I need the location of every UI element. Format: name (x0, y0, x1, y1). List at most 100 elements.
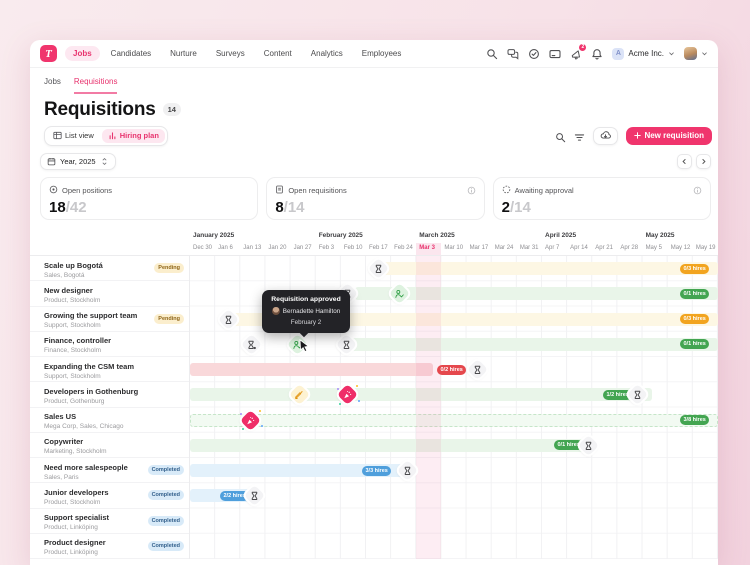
period-row: Year, 2025 (30, 145, 718, 170)
requisition-row[interactable]: Growing the support team Support, Stockho… (30, 307, 189, 332)
timeline-band[interactable] (370, 262, 718, 275)
milestone-hourglass-marker[interactable] (217, 308, 239, 330)
requisition-row[interactable]: Copywriter Marketing, Stockholm (30, 433, 189, 458)
nav-item-jobs[interactable]: Jobs (65, 46, 100, 61)
requisition-row[interactable]: Support specialist Product, Linköping Comp… (30, 509, 189, 534)
requisition-row[interactable]: Sales US Mega Corp, Sales, Chicago (30, 408, 189, 433)
week-label: Mar 10 (444, 245, 464, 251)
requisition-row[interactable]: Finance, controller Finance, Stockholm (30, 332, 189, 357)
requisition-row[interactable]: Scale up Bogotá Sales, Bogotá Pending (30, 256, 189, 282)
tab-requisitions[interactable]: Requisitions (73, 77, 118, 94)
requisition-row[interactable]: Product designer Product, Linköping Comple… (30, 534, 189, 559)
nav-item-employees[interactable]: Employees (361, 49, 402, 58)
chevron-right-icon (702, 158, 706, 165)
week-label: Mar 3 (419, 245, 435, 251)
timeline-band[interactable] (355, 287, 718, 301)
filter-icon[interactable] (574, 130, 585, 141)
stat-current: 18 (49, 199, 66, 216)
milestone-party-marker[interactable] (239, 409, 261, 431)
requisition-title: Growing the support team (44, 311, 138, 320)
search-requisitions-icon[interactable] (555, 130, 566, 143)
status-badge: Completed (147, 540, 184, 551)
timeline-row (190, 534, 718, 559)
stat-card-2: Awaiting approval 2/14 (492, 177, 711, 220)
export-cloud-button[interactable] (593, 126, 619, 145)
nav-item-nurture[interactable]: Nurture (170, 49, 197, 58)
requisition-row[interactable]: Need more salespeople Sales, Paris Complet… (30, 458, 189, 484)
milestone-hourglass-marker[interactable] (243, 485, 265, 507)
bell-icon[interactable] (591, 48, 603, 60)
hires-badge: 3/8 hires (680, 415, 710, 425)
notification-count-badge: 2 (579, 43, 587, 51)
tooltip-person-name: Bernadette Hamilton (282, 307, 341, 315)
plus-icon (634, 132, 642, 139)
list-view-button[interactable]: List view (47, 129, 100, 143)
week-label: Dec 30 (193, 245, 213, 251)
prev-period-button[interactable] (677, 154, 692, 169)
requisition-row[interactable]: New designer Product, Stockholm (30, 281, 189, 307)
nav-item-candidates[interactable]: Candidates (110, 49, 152, 58)
milestone-hourglass-marker[interactable] (626, 384, 648, 406)
topbar-actions: 2 A Acme Inc. (486, 43, 708, 60)
requisition-subtitle: Sales, Paris (44, 473, 79, 481)
nav-item-content[interactable]: Content (263, 49, 292, 58)
cursor-pointer (299, 339, 310, 352)
info-icon[interactable] (467, 186, 476, 195)
milestone-party-marker[interactable] (336, 384, 358, 406)
nav-item-surveys[interactable]: Surveys (215, 49, 245, 58)
section-tabs: Jobs Requisitions (30, 68, 718, 94)
year-selector[interactable]: Year, 2025 (40, 153, 116, 170)
timeline-band[interactable] (190, 438, 595, 452)
milestone-approved-marker[interactable] (388, 283, 410, 305)
week-label: Feb 10 (343, 245, 363, 251)
week-label: Jan 6 (218, 245, 233, 251)
milestone-hourglass-marker[interactable] (396, 459, 418, 482)
timeline-band[interactable] (190, 363, 433, 376)
stats-row: Open positions 18/42 Open requisitions 8/14… (30, 170, 718, 220)
requisition-row[interactable]: Expanding the CSM team Support, Stockholm (30, 357, 189, 383)
timeline-header-scale: January 2025 February 2025 March 2025 April… (190, 230, 718, 255)
week-label: Apr 21 (595, 245, 613, 251)
timeline-band[interactable] (190, 464, 415, 477)
stat-value: 8/14 (275, 199, 475, 216)
stepper-arrows-icon (102, 157, 107, 166)
timeline-band[interactable] (340, 337, 718, 351)
top-navigation-bar: T Jobs Candidates Nurture Surveys Content Ana… (30, 40, 718, 68)
hiring-plan-button[interactable]: Hiring plan (101, 128, 165, 143)
timeline-row: 0/1 hires (190, 281, 718, 306)
app-logo[interactable]: T (40, 45, 57, 62)
messages-icon[interactable] (507, 48, 519, 60)
avatar (271, 307, 280, 315)
target-icon (49, 185, 58, 196)
inbox-card-icon[interactable] (549, 48, 561, 60)
milestone-contract-marker[interactable] (288, 384, 310, 406)
company-switcher[interactable]: A Acme Inc. (612, 47, 675, 60)
timeline-band[interactable] (190, 413, 718, 427)
stat-card-header: Open requisitions (275, 185, 475, 196)
requisition-subtitle: Marketing, Stockholm (44, 448, 107, 456)
nav-item-analytics[interactable]: Analytics (310, 49, 343, 58)
user-menu[interactable] (684, 47, 708, 60)
new-requisition-button[interactable]: New requisition (626, 126, 712, 145)
milestone-hourglass-marker[interactable] (367, 257, 389, 280)
next-period-button[interactable] (696, 154, 711, 169)
timeline-row: 0/2 hires (190, 357, 718, 382)
requisition-row[interactable]: Junior developers Product, Stockholm Compl… (30, 483, 189, 509)
info-icon[interactable] (693, 186, 702, 195)
milestone-hourglass-marker[interactable] (466, 358, 488, 381)
milestone-hourglass-marker[interactable] (577, 434, 599, 456)
tasks-icon[interactable] (528, 48, 540, 60)
requisition-row[interactable]: Developers in Gothenburg Product, Gothenb… (30, 382, 189, 408)
stat-total: /14 (283, 199, 305, 216)
milestone-hourglass-dot-marker[interactable] (240, 333, 262, 355)
announcements-icon[interactable]: 2 (570, 43, 587, 60)
milestone-hourglass-marker[interactable] (335, 333, 357, 355)
week-label: Jan 20 (268, 245, 287, 251)
chevron-down-icon (669, 52, 674, 56)
document-icon (275, 185, 284, 196)
tab-jobs[interactable]: Jobs (44, 77, 61, 86)
week-label: Feb 3 (318, 245, 335, 251)
requisition-title: Copywriter (44, 437, 84, 447)
search-icon[interactable] (486, 48, 498, 60)
